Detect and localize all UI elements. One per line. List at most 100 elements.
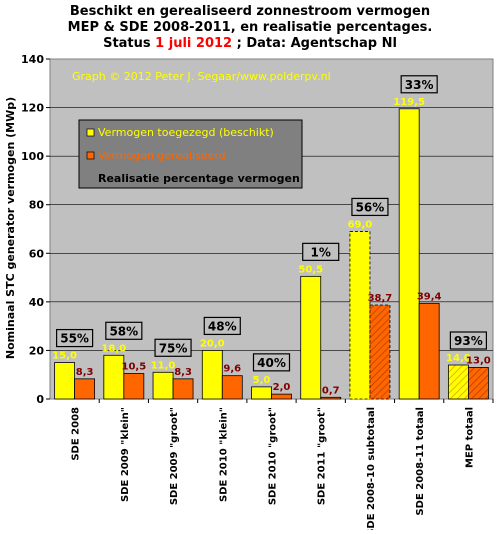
bar-realised bbox=[369, 304, 391, 400]
data-label-realised: 0,7 bbox=[322, 385, 340, 396]
bar-committed bbox=[251, 386, 272, 400]
data-label-realised: 8,3 bbox=[76, 367, 94, 378]
percentage-box: 55% bbox=[56, 328, 94, 348]
data-label-committed: 69,0 bbox=[348, 219, 373, 230]
x-tick-label: MEP totaal bbox=[464, 407, 475, 468]
percentage-label: 33% bbox=[405, 78, 434, 92]
data-label-realised: 2,0 bbox=[273, 382, 291, 393]
data-label-committed: 18,0 bbox=[101, 343, 126, 354]
percentage-box-frame bbox=[56, 328, 94, 348]
bar-realised bbox=[467, 367, 489, 400]
data-label-committed: 50,5 bbox=[298, 264, 323, 275]
x-axis-tick-labels: SDE 2008 SDE 2009 "klein" SDE 2009 "groot"… bbox=[71, 399, 494, 534]
bar-realised bbox=[74, 378, 96, 400]
bar-committed bbox=[152, 371, 174, 400]
x-tick-label: SDE 2008 bbox=[71, 407, 82, 461]
bar-realised bbox=[123, 373, 145, 400]
data-label-committed: 11,0 bbox=[151, 360, 176, 371]
x-tick-label: SDE 2011 "groot" bbox=[317, 407, 328, 505]
percentage-box-frame bbox=[302, 242, 340, 261]
percentage-box: 58% bbox=[105, 321, 143, 340]
percentage-label: 55% bbox=[60, 332, 89, 346]
data-label-committed: 20,0 bbox=[200, 338, 225, 349]
y-axis-ticks: 0 20 40 60 80 100 120 140 bbox=[21, 53, 50, 406]
bar-committed bbox=[201, 350, 223, 400]
data-label-realised: 9,6 bbox=[223, 364, 241, 375]
legend-swatch-realised bbox=[86, 151, 95, 160]
bars bbox=[54, 108, 489, 400]
percentage-label: 56% bbox=[356, 200, 385, 214]
legend-label-committed: Vermogen toegezegd (beschikt) bbox=[98, 126, 274, 139]
percentage-label: 1% bbox=[311, 245, 331, 259]
data-label-realised: 10,5 bbox=[121, 362, 146, 373]
chart-title-line-2: MEP & SDE 2008-2011, en realisatie perce… bbox=[68, 20, 433, 35]
percentage-box-frame bbox=[400, 75, 438, 94]
x-tick-label: SDE 2009 "klein" bbox=[120, 407, 131, 502]
bar-realised bbox=[320, 396, 342, 400]
percentage-label: 93% bbox=[454, 334, 483, 348]
watermark: Graph © 2012 Peter J. Segaar/www.polderp… bbox=[72, 70, 331, 83]
data-label-committed: 14,0 bbox=[446, 353, 471, 364]
y-tick-label: 80 bbox=[29, 199, 45, 212]
y-tick-label: 120 bbox=[21, 102, 44, 115]
y-tick-label: 20 bbox=[29, 344, 45, 357]
percentage-box-frame bbox=[252, 353, 291, 372]
percentage-box: 75% bbox=[154, 338, 192, 357]
chart-title-status-suffix: ; Data: Agentschap Nl bbox=[237, 36, 397, 51]
percentage-box-frame bbox=[449, 331, 487, 350]
bar-realised bbox=[221, 375, 243, 400]
legend-label-percentage: Realisatie percentage vermogen bbox=[98, 172, 300, 185]
percentage-label: 48% bbox=[208, 319, 237, 333]
percentage-box-frame bbox=[203, 316, 241, 336]
data-label-committed: 15,0 bbox=[52, 351, 77, 362]
bar-committed bbox=[398, 108, 420, 400]
percentage-box: 40% bbox=[252, 353, 291, 372]
percentage-boxes: 55% 58% 75% 48% 40% 1% 56% 33% 93% bbox=[56, 75, 487, 372]
y-tick-label: 100 bbox=[21, 150, 44, 163]
value-labels: 15,08,318,010,5 11,08,320,09,65,02,050,50… bbox=[52, 97, 490, 397]
chart-title-line-1: Beschikt en gerealiseerd zonnestroom ver… bbox=[70, 4, 430, 19]
legend-label-realised: Vermogen gerealiseerd bbox=[98, 149, 226, 162]
percentage-label: 75% bbox=[159, 341, 188, 355]
data-label-realised: 13,0 bbox=[466, 355, 491, 366]
y-tick-label: 0 bbox=[36, 393, 44, 406]
x-tick-label: SDE 2008-11 totaal bbox=[415, 407, 426, 516]
y-axis-label: Nominaal STC generator vermogen (MWp) bbox=[4, 97, 17, 359]
percentage-box: 48% bbox=[203, 316, 241, 336]
data-label-realised: 38,7 bbox=[368, 293, 393, 304]
percentage-box: 33% bbox=[400, 75, 438, 94]
percentage-box: 93% bbox=[449, 331, 487, 350]
bar-committed bbox=[300, 275, 322, 400]
x-tick-label: SDE 2010 "klein" bbox=[218, 407, 229, 502]
percentage-box-frame bbox=[105, 321, 143, 340]
x-tick-label: SDE 2008-10 subtotaal bbox=[366, 407, 377, 530]
percentage-box-frame bbox=[154, 338, 192, 357]
legend-box bbox=[78, 119, 303, 189]
data-label-realised: 39,4 bbox=[417, 291, 442, 302]
x-tick-label: SDE 2010 "groot" bbox=[268, 407, 279, 505]
data-label-realised: 8,3 bbox=[174, 367, 192, 378]
y-tick-label: 140 bbox=[21, 53, 44, 66]
x-tick-label: SDE 2009 "groot" bbox=[169, 407, 180, 505]
bar-committed bbox=[54, 362, 76, 400]
data-label-committed: 5,0 bbox=[253, 375, 271, 386]
bar-realised bbox=[172, 378, 194, 400]
chart-title-status-prefix: Status bbox=[103, 36, 155, 51]
legend-swatch-committed bbox=[86, 128, 95, 137]
y-tick-label: 60 bbox=[29, 247, 45, 260]
bar-realised bbox=[418, 302, 440, 400]
legend: Vermogen toegezegd (beschikt) Vermogen g… bbox=[78, 119, 303, 189]
percentage-box: 56% bbox=[351, 197, 389, 217]
percentage-label: 58% bbox=[109, 324, 138, 338]
data-label-committed: 119,5 bbox=[393, 97, 425, 108]
chart-title-status-date: 1 juli 2012 bbox=[155, 36, 232, 51]
percentage-label: 40% bbox=[257, 356, 286, 370]
bar-committed bbox=[447, 364, 469, 400]
percentage-box: 1% bbox=[302, 242, 340, 261]
bar-realised bbox=[271, 393, 292, 400]
chart-title-line-3: Status 1 juli 2012 ; Data: Agentschap Nl bbox=[103, 36, 397, 51]
bar-committed bbox=[349, 231, 371, 400]
percentage-box-frame bbox=[351, 197, 389, 217]
